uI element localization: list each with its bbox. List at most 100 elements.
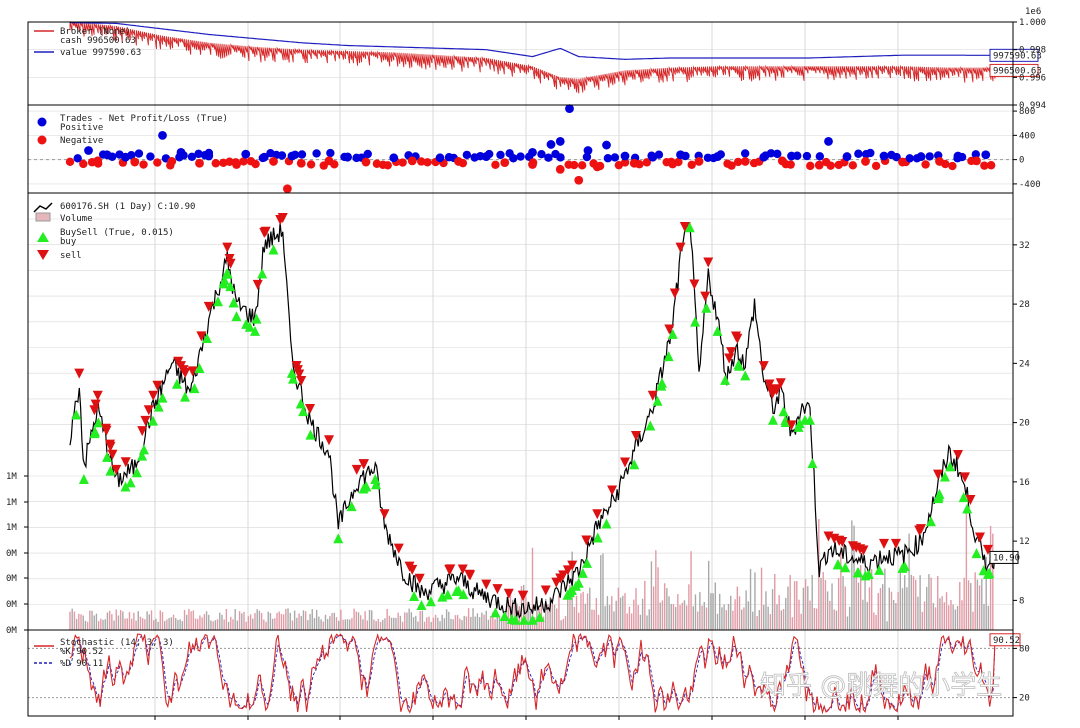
sell-marker (457, 564, 468, 575)
trades-ytick-label: 800 (1019, 107, 1035, 117)
sell-marker (631, 431, 642, 442)
buy-marker (925, 516, 936, 527)
positive-trade-marker (287, 151, 297, 161)
sell-marker (140, 415, 151, 426)
price-legend-title: 600176.SH (1 Day) C:10.90 (60, 202, 195, 212)
positive-trade-marker (925, 152, 934, 161)
positive-trade-marker (259, 152, 269, 162)
sell-marker (292, 365, 303, 376)
positive-trade-marker (802, 151, 812, 161)
negative-trade-marker (417, 157, 426, 166)
negative-trade-marker (211, 159, 220, 168)
buy-marker (506, 613, 517, 624)
negative-trade-marker (324, 156, 334, 166)
stoch-legend-k: %K 90.52 (60, 647, 103, 657)
broker-legend-value: value 997590.63 (60, 48, 141, 58)
positive-trade-marker (389, 153, 399, 163)
buy-marker (939, 471, 950, 482)
negative-trade-marker (569, 160, 579, 170)
value-line (70, 22, 995, 61)
sell-marker (492, 584, 503, 595)
broker-legend-cash: cash 996500.63 (60, 36, 136, 46)
sell-marker (187, 366, 198, 377)
negative-trade-marker (139, 160, 148, 169)
positive-trade-marker (84, 146, 93, 155)
positive-trade-marker (773, 149, 782, 159)
buy-marker (720, 374, 731, 385)
cash-last-label: 996500.63 (993, 66, 1042, 76)
sell-marker (225, 258, 236, 269)
sell-marker (358, 459, 369, 470)
positive-trade-marker (842, 152, 852, 161)
positive-legend-marker (37, 117, 47, 127)
broker-ytick-label: 0.998 (1019, 46, 1046, 56)
sell-marker (775, 378, 786, 389)
sell-marker (152, 380, 163, 391)
buy-marker (958, 492, 969, 503)
broker-ytick-label: 1.000 (1019, 18, 1046, 28)
buy-marker (71, 409, 82, 420)
negative-trade-marker (65, 157, 75, 167)
sell-marker (679, 221, 690, 232)
price-ytick-label: 24 (1019, 359, 1030, 369)
sell-marker (786, 420, 797, 431)
buy-marker (228, 297, 239, 308)
negative-trade-marker (239, 157, 248, 166)
sell-marker (222, 242, 233, 253)
negative-trade-marker (398, 158, 407, 167)
negative-trade-marker (491, 160, 500, 170)
buy-marker (645, 420, 656, 431)
negative-trade-marker (592, 162, 602, 172)
buy-marker (425, 596, 436, 607)
buy-marker (295, 398, 306, 409)
sell-marker (259, 227, 270, 238)
buy-marker (102, 451, 112, 462)
negative-trade-marker (195, 158, 204, 168)
buy-marker (139, 444, 149, 455)
negative-trade-marker (232, 160, 241, 169)
buy-marker (667, 328, 678, 339)
negative-trade-marker (225, 157, 234, 166)
buy-marker (874, 564, 885, 575)
negative-trade-marker (361, 157, 371, 167)
sell-marker (111, 464, 122, 475)
buy-marker (807, 458, 818, 469)
positive-trade-marker (713, 152, 722, 161)
sell-marker (555, 573, 566, 584)
buy-marker (793, 421, 804, 432)
sell-marker (296, 375, 307, 386)
negative-trade-marker (251, 159, 260, 169)
stoch-legend-title: Stochastic (14, 3, 3) (60, 638, 174, 648)
sell-marker (620, 457, 630, 468)
sell-marker (100, 423, 111, 434)
price-ytick-label: 32 (1019, 241, 1030, 251)
buy-marker (370, 474, 381, 485)
buy-marker (180, 391, 191, 402)
sell-marker (143, 405, 154, 416)
buy-marker (577, 567, 588, 578)
trades-legend-negative: Negative (60, 136, 103, 146)
positive-trade-marker (740, 149, 750, 158)
negative-trade-marker (577, 161, 587, 170)
sell-marker (703, 257, 714, 268)
price-ytick-label: 8 (1019, 596, 1024, 606)
buy-marker (194, 362, 205, 373)
negative-trade-marker (620, 158, 630, 167)
value-last-label: 997590.63 (993, 51, 1042, 61)
volume-tick-label: 0M (6, 626, 17, 636)
broker-ytick-label: 0.996 (1019, 73, 1046, 83)
buy-marker (652, 395, 663, 406)
sell-marker (105, 441, 116, 452)
negative-trade-marker (282, 184, 292, 194)
sell-marker (772, 384, 783, 395)
sell-marker (675, 242, 686, 253)
negative-trade-marker (454, 157, 463, 166)
sell-marker (689, 279, 700, 290)
negative-trade-marker (674, 157, 683, 167)
buy-marker (657, 377, 667, 388)
sell-marker (393, 543, 404, 554)
positive-trade-marker (544, 153, 553, 162)
sell-marker (916, 524, 926, 535)
buy-marker (90, 426, 101, 437)
positive-trade-marker (620, 151, 630, 161)
